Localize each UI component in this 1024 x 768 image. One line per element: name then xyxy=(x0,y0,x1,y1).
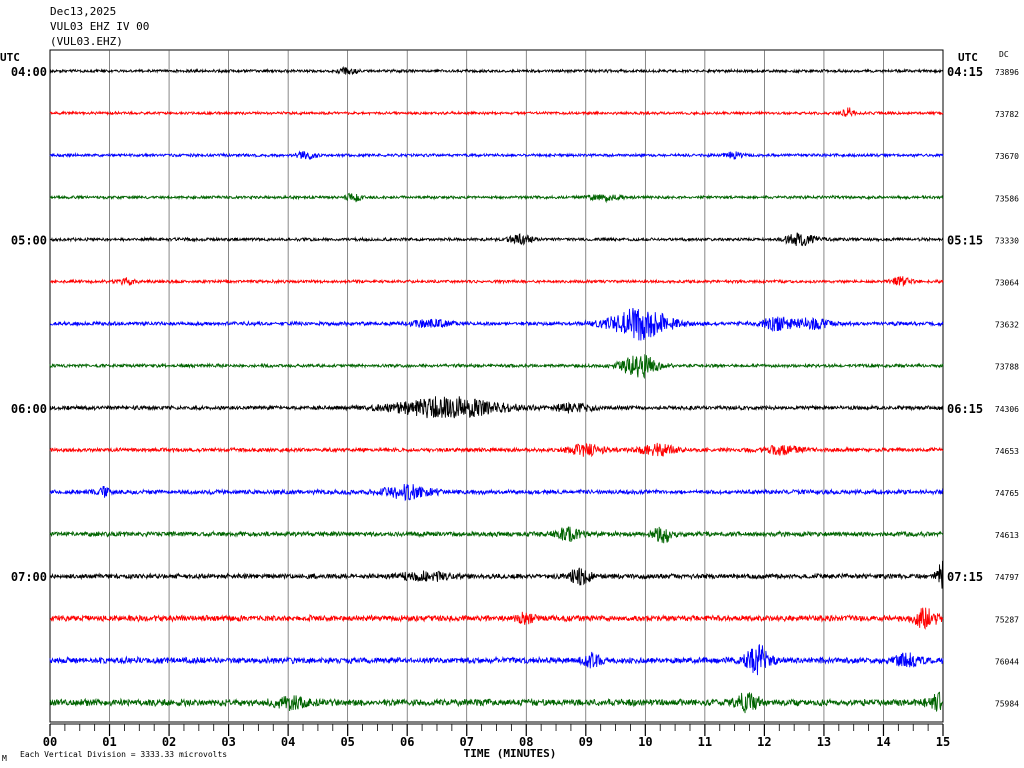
seismic-trace xyxy=(49,560,944,589)
hour-label-left: 04:00 xyxy=(11,65,47,79)
hour-label-right: 05:15 xyxy=(947,233,983,247)
x-tick-label: 07 xyxy=(460,735,474,749)
seismic-trace xyxy=(49,396,944,419)
x-axis-label: TIME (MINUTES) xyxy=(464,747,557,760)
x-tick-label: 06 xyxy=(400,735,414,749)
dc-value-label: 73782 xyxy=(995,110,1019,119)
dc-value-label: 73586 xyxy=(995,194,1019,203)
dc-value-label: 74765 xyxy=(995,489,1019,498)
dc-value-label: 73330 xyxy=(995,236,1019,245)
seismic-trace xyxy=(49,276,944,288)
dc-value-label: 74797 xyxy=(995,573,1019,582)
corner-mark: M xyxy=(2,754,7,763)
seismic-trace xyxy=(49,192,944,204)
chart-station: (VUL03.EHZ) xyxy=(50,35,123,48)
time-axis: 00 01 02 03 04 05 06 07 08 09 10 11 12 13 14 15 TIME (MI… xyxy=(43,723,950,760)
utc-label-right: UTC xyxy=(958,51,978,64)
dc-value-label: 73896 xyxy=(995,68,1019,77)
seismic-trace xyxy=(49,107,944,118)
chart-channel: VUL03 EHZ IV 00 xyxy=(50,20,150,33)
dc-value-label: 75287 xyxy=(995,615,1019,624)
x-tick-label: 02 xyxy=(162,735,176,749)
utc-label-left: UTC xyxy=(0,51,20,64)
dc-label: DC xyxy=(999,50,1009,59)
seismic-trace xyxy=(49,66,944,76)
seismic-trace xyxy=(49,691,944,714)
chart-grid xyxy=(49,49,944,723)
seismic-trace xyxy=(49,484,944,502)
x-tick-label: 11 xyxy=(698,735,712,749)
scale-note: Each Vertical Division = 3333.33 microvo… xyxy=(20,750,228,759)
x-tick-label: 01 xyxy=(102,735,116,749)
x-tick-label: 12 xyxy=(757,735,771,749)
x-tick-label: 04 xyxy=(281,735,295,749)
x-tick-label: 09 xyxy=(579,735,593,749)
seismic-trace xyxy=(49,644,944,676)
seismic-trace xyxy=(49,442,944,458)
seismic-trace xyxy=(49,232,944,247)
dc-value-label: 74613 xyxy=(995,531,1019,540)
x-tick-label: 10 xyxy=(638,735,652,749)
x-tick-label: 14 xyxy=(876,735,890,749)
trace-group xyxy=(49,66,944,714)
hour-label-right: 06:15 xyxy=(947,402,983,416)
chart-date: Dec13,2025 xyxy=(50,5,117,18)
hour-label-right: 04:15 xyxy=(947,65,983,79)
x-tick-label: 15 xyxy=(936,735,950,749)
dc-value-label: 73064 xyxy=(995,279,1019,288)
x-tick-label: 00 xyxy=(43,735,57,749)
dc-value-label: 74653 xyxy=(995,447,1019,456)
seismic-trace xyxy=(49,607,944,630)
chart-labels: 73896 73782 73670 73586 73330 73064 73632 73788… xyxy=(0,50,1019,709)
dc-value-label: 74306 xyxy=(995,405,1019,414)
x-tick-label: 03 xyxy=(221,735,235,749)
hour-label-left: 06:00 xyxy=(11,402,47,416)
dc-value-label: 73788 xyxy=(995,363,1019,372)
hour-label-left: 07:00 xyxy=(11,570,47,584)
hour-label-right: 07:15 xyxy=(947,570,983,584)
x-tick-label: 13 xyxy=(817,735,831,749)
x-tick-label: 05 xyxy=(340,735,354,749)
seismic-trace xyxy=(49,526,944,544)
plot-frame xyxy=(49,49,944,723)
seismic-trace xyxy=(49,150,944,161)
dc-value-label: 73632 xyxy=(995,321,1019,330)
dc-value-label: 75984 xyxy=(995,700,1019,709)
seismic-trace xyxy=(49,354,944,380)
dc-value-label: 73670 xyxy=(995,152,1019,161)
x-tick-label: 08 xyxy=(519,735,533,749)
seismic-trace xyxy=(49,307,944,341)
dc-value-label: 76044 xyxy=(995,657,1019,666)
hour-label-left: 05:00 xyxy=(11,233,47,247)
